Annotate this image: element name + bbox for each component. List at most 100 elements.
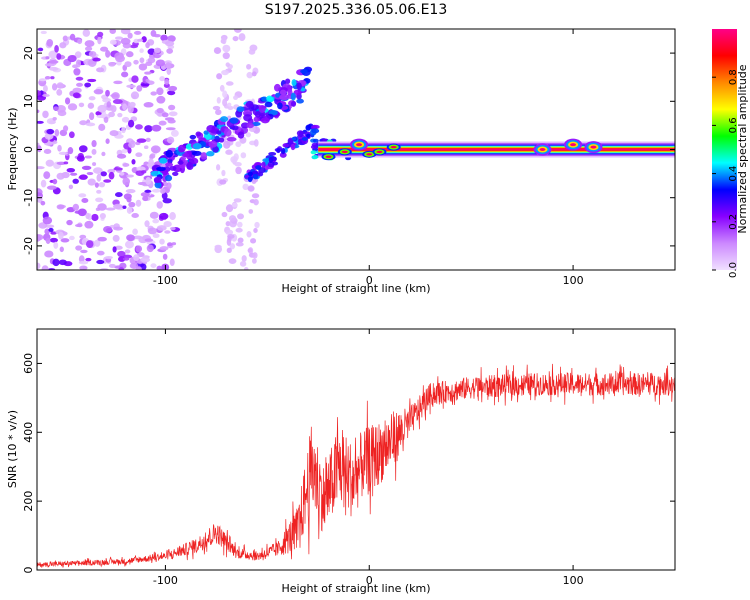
spectrogram-cell (254, 110, 261, 118)
spectrogram-cell (136, 138, 147, 143)
spectrogram-cell (113, 80, 123, 85)
spectrogram-cell (170, 129, 179, 137)
tone-blip (366, 153, 373, 156)
spectrogram-cell (84, 220, 94, 229)
spectrogram-cell (53, 106, 59, 111)
spectrogram-cell (165, 162, 174, 167)
spectrogram-cell (206, 151, 215, 157)
spectrogram-cell (130, 91, 140, 100)
spectrogram-cell (203, 130, 209, 135)
spectrogram-cell (52, 258, 60, 267)
spectrogram-cell (226, 247, 232, 254)
spectrogram-cell (301, 137, 309, 141)
spectrogram-cell (145, 137, 151, 142)
spectrogram-cell (167, 242, 173, 247)
spectrogram-cell (237, 237, 244, 243)
spectrogram-cell (45, 224, 55, 229)
spectrogram-cell (177, 144, 186, 153)
spectrogram-cell (164, 230, 171, 234)
spectrogram-cell (127, 119, 135, 128)
spectrogram-cell (222, 44, 231, 53)
spectrogram-cell (76, 155, 85, 162)
spectrogram-cell (88, 112, 95, 121)
spectrogram-cell (252, 173, 259, 180)
spectrogram-cell (124, 240, 134, 249)
spectrogram-cell (93, 88, 104, 95)
spectrogram-cell (122, 177, 131, 186)
spectrogram-cell (129, 101, 136, 108)
x-tick-label: 0 (366, 274, 373, 287)
spectrogram-cell (48, 227, 54, 233)
spectrogram-cell (168, 111, 178, 117)
spectrogram-cell (158, 120, 167, 126)
spectrogram-cell (247, 171, 253, 177)
snr-x-axis-label: Height of straight line (km) (281, 582, 430, 595)
snr-panel: -100 0 100 0 200 400 600 Height of straight l… (6, 328, 676, 595)
spectrogram-cell (100, 46, 109, 52)
spectrogram-cell (161, 192, 168, 200)
spectrogram-cell (189, 134, 197, 140)
spectrogram-cell (290, 143, 296, 151)
spectrogram-cell (122, 103, 127, 111)
spectrogram-cell (67, 147, 74, 155)
spectrogram-cell (234, 161, 242, 167)
spectrogram-cell (258, 104, 266, 113)
spectrogram-cell (227, 102, 232, 107)
spectrogram-cell (58, 151, 68, 155)
spectrogram-cell (144, 238, 154, 242)
spectrogram-cell (85, 212, 90, 220)
spectrogram-cell (40, 179, 47, 188)
spectrogram-cell (119, 171, 125, 176)
spectrogram-cell (156, 201, 163, 209)
spectrogram-cell (58, 259, 67, 266)
spectrogram-cell (68, 131, 75, 139)
spectrogram-cell (132, 228, 138, 235)
spectrogram-cell (233, 198, 242, 203)
spectrogram-cell (229, 243, 236, 250)
spectrogram-cell (103, 116, 109, 123)
tone-blip (570, 143, 577, 147)
colorbar-label: Normalized spectral amplitude (736, 64, 749, 233)
spectrogram-cell (122, 205, 127, 210)
spectrogram-cell (43, 171, 51, 179)
spectrogram-cell (45, 56, 50, 60)
spectrogram-cell (247, 248, 253, 253)
spectrogram-cell (138, 63, 148, 71)
spectrogram-cell (237, 131, 245, 139)
spectrogram-cell (168, 85, 178, 92)
spectrogram-cell (52, 178, 58, 185)
spectrogram-cell (279, 89, 287, 96)
spectrogram-cell (59, 42, 67, 49)
spectrogram-cell (78, 102, 85, 108)
spectrogram-cell (56, 204, 65, 210)
spectrogram-cell (165, 174, 173, 182)
spectrogram-cell (67, 55, 77, 63)
spectrogram-cell (43, 148, 52, 154)
spectrogram-cell (226, 238, 232, 246)
spectrogram-cell (121, 71, 129, 78)
spectrogram-cell (144, 189, 152, 193)
spectrogram-cell (115, 55, 125, 63)
spectrogram-cell (143, 102, 154, 108)
spectrogram-cell (255, 165, 262, 170)
spectrogram-cell (109, 39, 117, 45)
spectrogram-cell (128, 201, 136, 208)
x-tick-label: 0 (366, 574, 373, 587)
spectrogram-cell (98, 182, 106, 188)
spectrogram-cell (96, 173, 102, 182)
spectrogram-cell (162, 253, 168, 260)
spectrogram-cell (215, 164, 221, 171)
spectrogram-cell (87, 78, 97, 83)
spectrogram-cell (112, 246, 117, 253)
spectrogram-cell (221, 36, 227, 45)
spectrogram-cell (159, 76, 165, 82)
spectrogram-cell (192, 143, 202, 150)
spectrogram-cell (150, 145, 161, 154)
spectrogram-cell (53, 241, 59, 249)
spectrogram-cell (250, 238, 257, 244)
spectrogram-cell (156, 107, 164, 114)
spectrogram-cell (156, 95, 166, 104)
spectrogram-cell (159, 238, 165, 245)
spectrogram-cell (126, 206, 133, 214)
